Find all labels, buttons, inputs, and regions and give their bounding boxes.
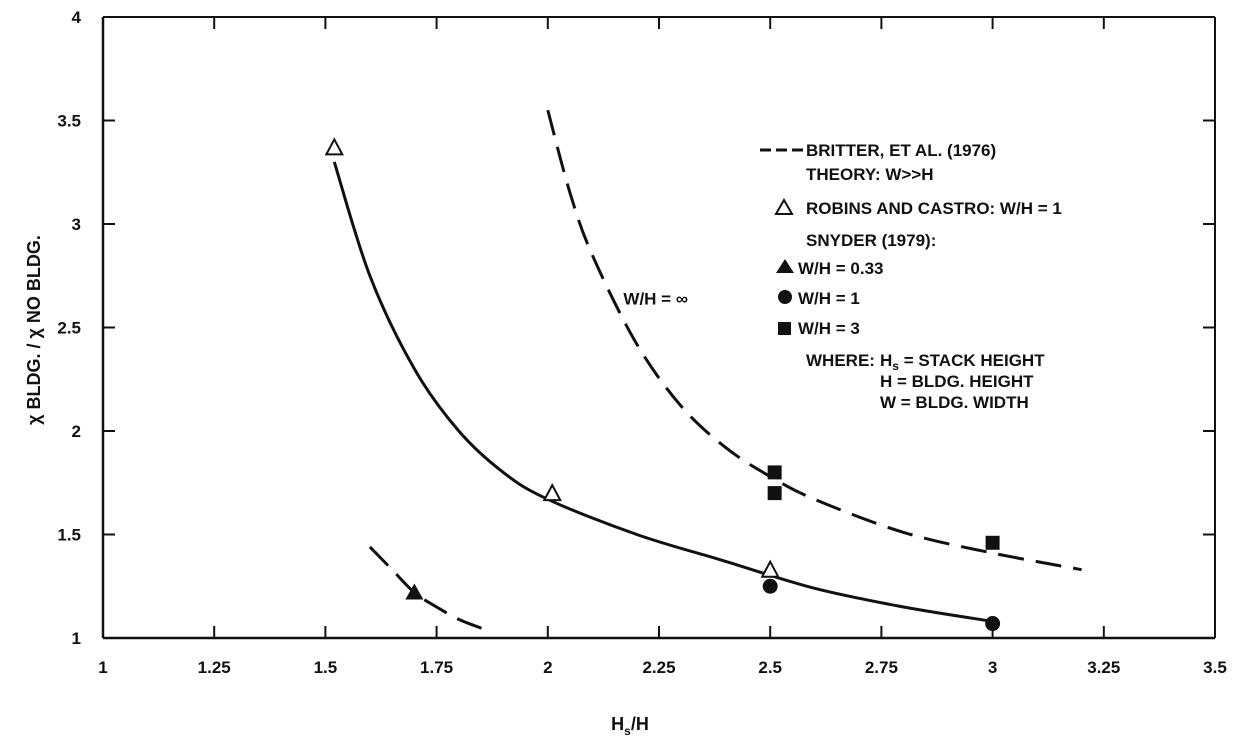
marker-snyder-3 bbox=[767, 486, 782, 501]
marker-robins-castro bbox=[542, 482, 562, 502]
legend-where-hs: Hs = STACK HEIGHT bbox=[880, 351, 1045, 373]
annotation-w-over-h-infinity: W/H = ∞ bbox=[623, 290, 688, 309]
markers bbox=[324, 137, 1001, 632]
legend-robins-label: ROBINS AND CASTRO: W/H = 1 bbox=[806, 199, 1062, 218]
curve-snyder-033 bbox=[368, 545, 487, 632]
x-axis-title-main: H bbox=[611, 714, 624, 734]
ticks: 1 1.25 1.5 1.75 2 2.25 2.5 2.75 3 3.25 3.5 1 1.5 2 2.5… bbox=[57, 8, 1226, 677]
marker-snyder-1 bbox=[985, 616, 1001, 632]
curve-britter-theory bbox=[546, 109, 1082, 572]
x-tick-label: 2.75 bbox=[865, 658, 898, 677]
y-tick-label: 1 bbox=[72, 629, 81, 648]
legend-entry-snyder-3: W/H = 3 bbox=[778, 319, 860, 338]
legend-snyder-033-label: W/H = 0.33 bbox=[798, 259, 884, 278]
x-tick-label: 3.25 bbox=[1087, 658, 1120, 677]
y-tick-label: 4 bbox=[72, 8, 82, 27]
y-axis-title: χ BLDG. / χ NO BLDG. bbox=[24, 235, 44, 425]
legend-where-w: W = BLDG. WIDTH bbox=[880, 393, 1029, 412]
axes bbox=[101, 16, 1216, 640]
legend-entry-robins: ROBINS AND CASTRO: W/H = 1 bbox=[774, 197, 1062, 218]
marker-snyder-1 bbox=[762, 578, 778, 594]
x-tick-label: 1 bbox=[98, 658, 107, 677]
legend-snyder-3-label: W/H = 3 bbox=[798, 319, 860, 338]
legend-entry-snyder-1: W/H = 1 bbox=[778, 289, 860, 308]
legend-where-label: WHERE: bbox=[806, 351, 875, 370]
y-tick-label: 3.5 bbox=[57, 112, 81, 131]
marker-snyder-033 bbox=[405, 583, 424, 600]
legend-where-hs-main: H bbox=[880, 351, 892, 370]
filled-circle-icon bbox=[778, 290, 792, 304]
marker-robins-castro bbox=[760, 559, 780, 578]
x-axis-title-tail: /H bbox=[631, 714, 649, 734]
x-tick-label: 2 bbox=[543, 658, 552, 677]
marker-snyder-3 bbox=[767, 465, 782, 480]
legend-britter-line2: THEORY: W>>H bbox=[806, 165, 934, 184]
x-tick-label: 2.5 bbox=[758, 658, 782, 677]
x-tick-label: 1.5 bbox=[314, 658, 338, 677]
legend: BRITTER, ET AL. (1976) THEORY: W>>H ROBI… bbox=[760, 141, 1062, 412]
legend-where-h: H = BLDG. HEIGHT bbox=[880, 372, 1034, 391]
y-tick-label: 1.5 bbox=[57, 526, 81, 545]
x-tick-label: 3 bbox=[988, 658, 997, 677]
y-tick-label: 2 bbox=[72, 422, 81, 441]
y-tick-label: 2.5 bbox=[57, 319, 81, 338]
legend-where-hs-sub: s bbox=[892, 359, 899, 373]
legend-where-hs-def: = STACK HEIGHT bbox=[899, 351, 1045, 370]
y-tick-label: 3 bbox=[72, 215, 81, 234]
x-axis-title: Hs/H bbox=[611, 714, 649, 738]
filled-triangle-icon bbox=[776, 259, 794, 273]
legend-britter-line1: BRITTER, ET AL. (1976) bbox=[806, 141, 996, 160]
legend-entry-britter: BRITTER, ET AL. (1976) THEORY: W>>H bbox=[760, 141, 996, 184]
legend-entry-snyder-033: W/H = 0.33 bbox=[776, 259, 884, 278]
x-tick-label: 1.25 bbox=[198, 658, 231, 677]
legend-snyder-header: SNYDER (1979): bbox=[806, 231, 936, 250]
marker-snyder-3 bbox=[985, 535, 1000, 550]
x-axis-title-sub: s bbox=[624, 724, 631, 738]
legend-snyder-1-label: W/H = 1 bbox=[798, 289, 860, 308]
x-tick-label: 2.25 bbox=[642, 658, 675, 677]
x-tick-label: 1.75 bbox=[420, 658, 453, 677]
filled-square-icon bbox=[778, 322, 791, 335]
marker-robins-castro bbox=[324, 137, 344, 156]
open-triangle-icon bbox=[774, 197, 794, 215]
x-tick-label: 3.5 bbox=[1203, 658, 1227, 677]
